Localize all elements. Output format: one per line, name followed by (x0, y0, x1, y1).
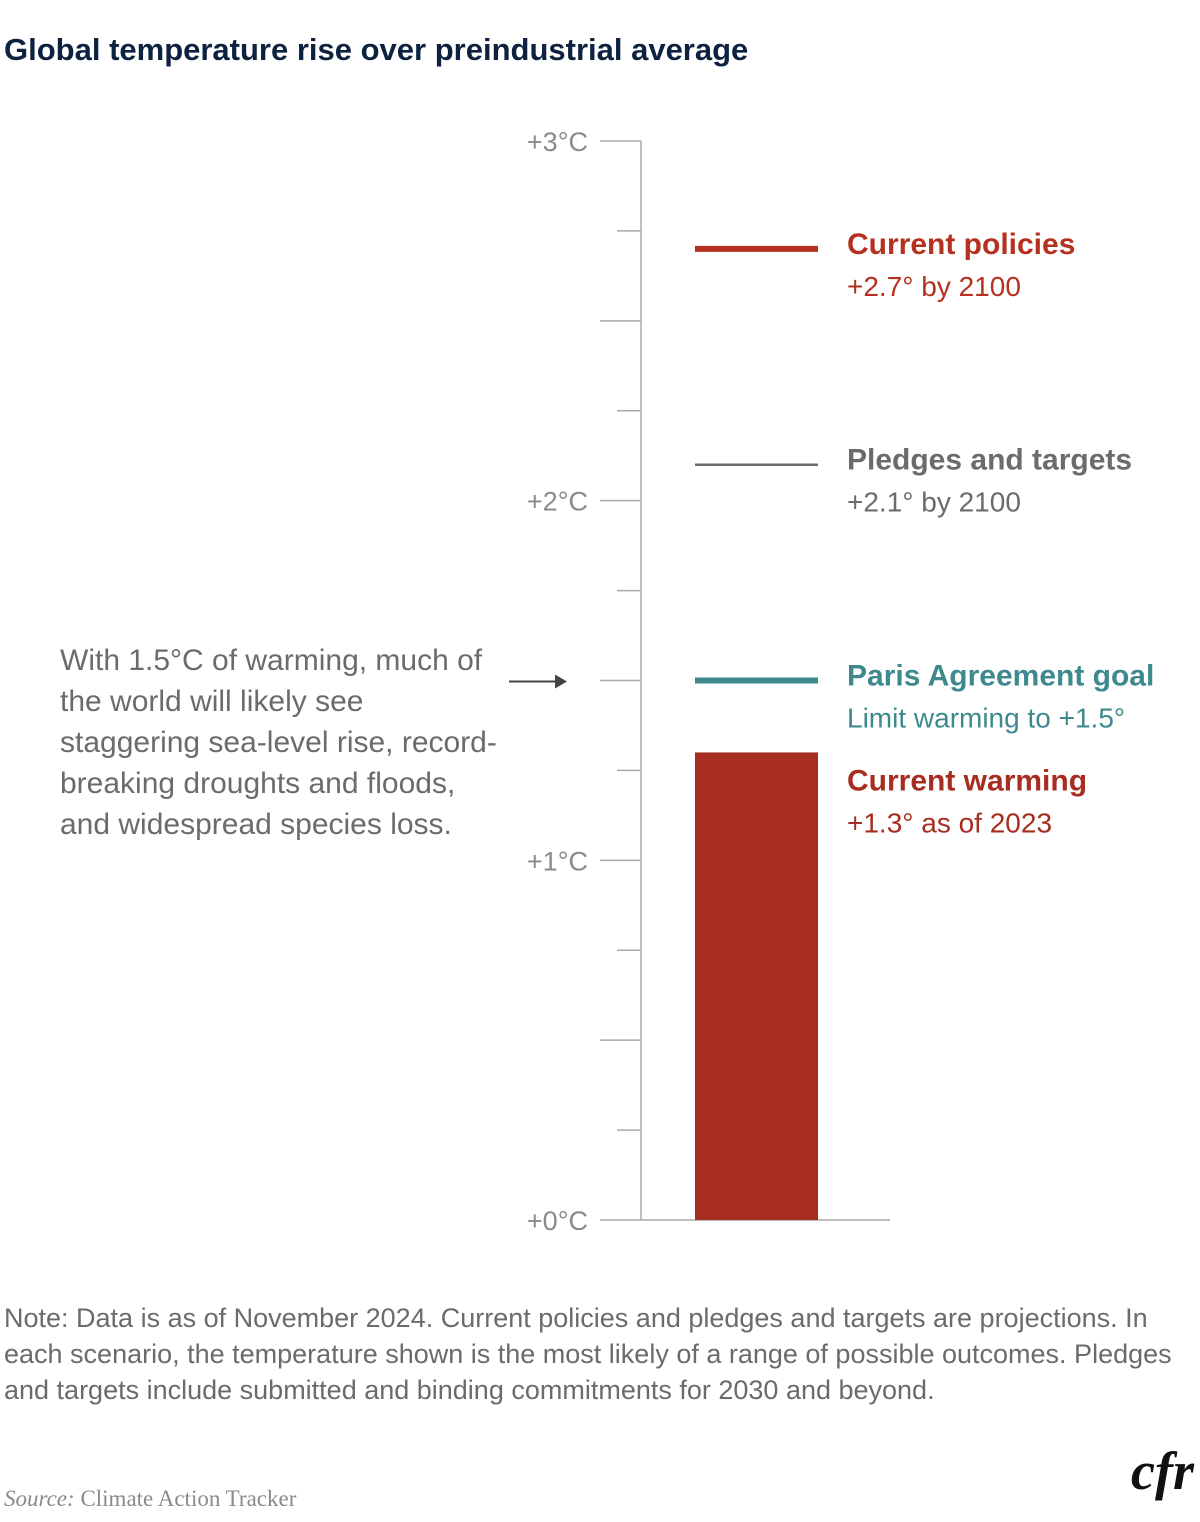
cfr-logo: cfr (1131, 1441, 1194, 1501)
bar-label-subtitle: +1.3° as of 2023 (847, 807, 1052, 838)
y-tick-label: +2°C (527, 487, 588, 517)
y-tick-label: +3°C (527, 127, 588, 157)
chart: +0°C +1°C +2°C +3°C Current warming +1.3° as … (509, 127, 1154, 1236)
reference-line-subtitle: +2.7° by 2100 (847, 271, 1021, 302)
chart-title: Global temperature rise over preindustri… (4, 32, 749, 67)
bar-label-title: Current warming (847, 764, 1087, 797)
arrow-right-icon (555, 674, 567, 689)
y-tick-label: +0°C (527, 1206, 588, 1236)
annotation-text: With 1.5°C of warming, much of the world… (60, 644, 497, 841)
reference-line-subtitle: +2.1° by 2100 (847, 487, 1021, 518)
y-tick-label: +1°C (527, 846, 588, 876)
source: Source: Climate Action Tracker (4, 1486, 296, 1512)
reference-line-title: Current policies (847, 228, 1075, 261)
note: Note: Data is as of November 2024. Curre… (4, 1303, 1172, 1405)
reference-line-subtitle: Limit warming to +1.5° (847, 703, 1125, 734)
reference-line-title: Pledges and targets (847, 444, 1132, 477)
source-name: Climate Action Tracker (80, 1486, 297, 1511)
source-label: Source: (4, 1486, 75, 1511)
bar-current-warming (695, 752, 818, 1220)
reference-line-title: Paris Agreement goal (847, 660, 1154, 693)
